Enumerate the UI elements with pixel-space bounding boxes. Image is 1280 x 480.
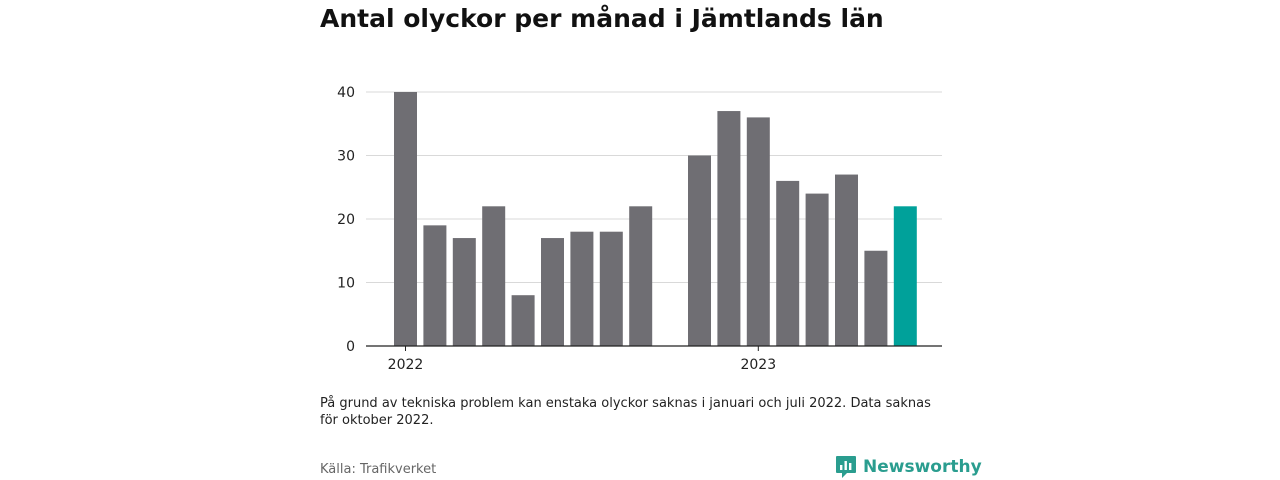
data-label-2023-07: 22 bbox=[926, 0, 944, 4]
bar-2023-03 bbox=[805, 193, 829, 346]
bar-2023-02 bbox=[776, 180, 800, 346]
bar-2023-01 bbox=[746, 117, 770, 347]
chart-title: Antal olyckor per månad i Jämtlands län bbox=[320, 4, 884, 33]
bar-2023-06 bbox=[893, 206, 917, 346]
y-tick-label-40: 40 bbox=[337, 85, 355, 101]
bar-2022-05 bbox=[511, 295, 535, 346]
y-tick-label-0: 0 bbox=[346, 339, 355, 355]
bar-2022-12 bbox=[717, 111, 741, 346]
x-tick-label-2022: 2022 bbox=[388, 357, 424, 373]
bar-2022-02 bbox=[423, 225, 447, 346]
bar-2022-07 bbox=[570, 231, 594, 346]
bar-2022-11 bbox=[688, 155, 711, 346]
chart-note: På grund av tekniska problem kan enstaka… bbox=[320, 396, 931, 428]
x-tick-label-2023: 2023 bbox=[740, 357, 776, 373]
source-text: Källa: Trafikverket bbox=[320, 462, 437, 477]
labels: 0 10 20 30 40 2022 2023 22 bbox=[337, 0, 943, 373]
bar-2022-01 bbox=[394, 92, 417, 346]
bars bbox=[394, 92, 917, 347]
y-tick-label-10: 10 bbox=[337, 276, 355, 292]
bar-2023-04 bbox=[835, 174, 858, 346]
bar-2022-09 bbox=[629, 206, 653, 346]
bar-2023-05 bbox=[864, 250, 888, 346]
bar-2022-03 bbox=[452, 238, 476, 346]
brand-logo: Newsworthy bbox=[835, 455, 982, 479]
bar-2022-04 bbox=[482, 206, 506, 346]
bar-2022-06 bbox=[541, 238, 564, 346]
bar-chart-speech-bubble-icon bbox=[836, 456, 856, 478]
bar-2022-08 bbox=[599, 231, 623, 346]
y-tick-label-30: 30 bbox=[337, 149, 355, 165]
y-tick-label-20: 20 bbox=[337, 212, 355, 228]
brand-name: Newsworthy bbox=[863, 457, 982, 477]
